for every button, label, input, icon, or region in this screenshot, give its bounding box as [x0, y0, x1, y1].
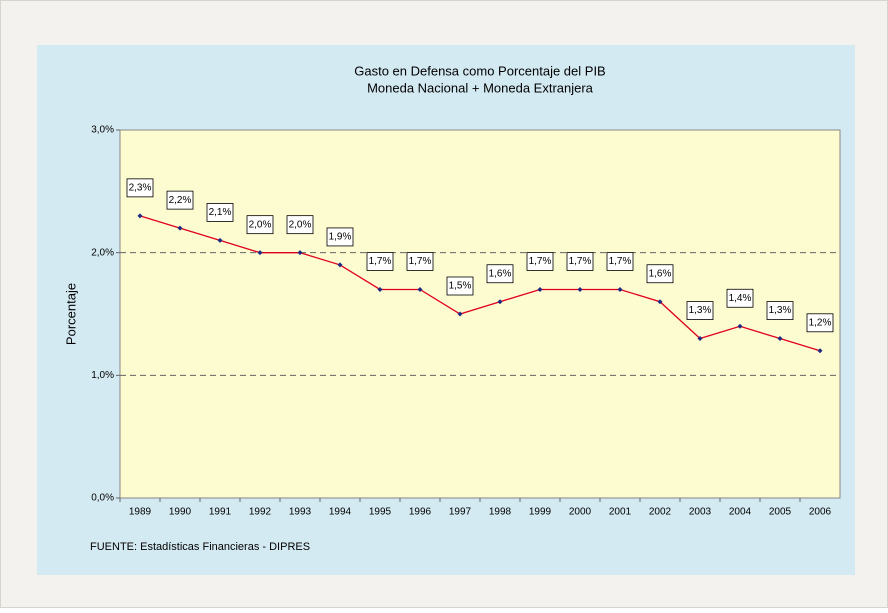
y-axis-label: Porcentaje: [63, 283, 78, 345]
x-tick-label: 2002: [649, 507, 672, 518]
data-label: 1,3%: [689, 305, 712, 316]
data-label-box: [326, 227, 354, 247]
data-point: [457, 311, 463, 317]
data-label-box: [806, 313, 834, 333]
x-tick-label: 2006: [809, 507, 832, 518]
y-tick-label: 3,0%: [91, 125, 114, 136]
x-tick-label: 1999: [529, 507, 552, 518]
data-label-box: [446, 276, 474, 296]
y-tick-label: 0,0%: [91, 493, 114, 504]
data-label: 1,4%: [729, 293, 752, 304]
data-label: 1,7%: [369, 256, 392, 267]
x-tick-label: 2004: [729, 507, 752, 518]
data-label: 1,2%: [809, 317, 832, 328]
data-point: [177, 225, 183, 231]
data-label: 1,7%: [569, 256, 592, 267]
data-label-box: [366, 252, 394, 271]
data-point: [417, 286, 423, 292]
data-label: 1,6%: [649, 268, 672, 279]
data-label: 2,3%: [129, 183, 152, 194]
x-tick-label: 1991: [209, 507, 232, 518]
x-tick-label: 1995: [369, 507, 392, 518]
x-tick-label: 1998: [489, 507, 512, 518]
data-label: 2,0%: [289, 219, 312, 230]
chart-subtitle: Moneda Nacional + Moneda Extranjera: [367, 80, 594, 95]
data-label: 1,9%: [329, 232, 352, 243]
data-label-box: [206, 202, 234, 222]
data-label-box: [526, 252, 554, 271]
data-point: [577, 286, 583, 292]
source-note: FUENTE: Estadísticas Financieras - DIPRE…: [90, 541, 310, 553]
data-point: [697, 336, 703, 342]
data-label: 1,7%: [609, 256, 632, 267]
data-label-box: [726, 288, 754, 308]
data-point: [337, 262, 343, 268]
x-tick-label: 1989: [129, 507, 152, 518]
data-point: [617, 286, 623, 292]
data-label: 1,6%: [489, 268, 512, 279]
data-label-box: [166, 190, 194, 210]
data-label-box: [486, 264, 514, 284]
data-label-box: [646, 264, 674, 284]
x-tick-label: 2003: [689, 507, 712, 518]
data-point: [217, 237, 223, 243]
data-label: 2,2%: [169, 195, 192, 206]
chart-title: Gasto en Defensa como Porcentaje del PIB: [354, 63, 605, 78]
data-label: 1,3%: [769, 305, 792, 316]
x-tick-label: 1993: [289, 507, 312, 518]
data-point: [497, 299, 503, 305]
data-label: 2,0%: [249, 219, 272, 230]
x-tick-label: 1992: [249, 507, 272, 518]
data-point: [737, 323, 743, 329]
x-tick-label: 1994: [329, 507, 352, 518]
data-label-box: [406, 252, 434, 271]
data-label-box: [286, 215, 314, 235]
x-tick-label: 2000: [569, 507, 592, 518]
data-label: 2,1%: [209, 207, 232, 218]
x-tick-label: 1990: [169, 507, 192, 518]
data-label-box: [246, 215, 274, 235]
data-point: [777, 336, 783, 342]
x-tick-label: 1996: [409, 507, 432, 518]
data-point: [257, 250, 263, 256]
data-point: [817, 348, 823, 354]
data-point: [657, 299, 663, 305]
y-tick-label: 1,0%: [91, 370, 114, 381]
y-tick-label: 2,0%: [91, 247, 114, 258]
data-label: 1,7%: [409, 256, 432, 267]
x-tick-label: 2001: [609, 507, 632, 518]
data-label-box: [126, 178, 154, 198]
data-point: [537, 286, 543, 292]
x-tick-label: 1997: [449, 507, 472, 518]
data-point: [297, 250, 303, 256]
plot-area: [119, 129, 841, 499]
data-label-box: [686, 301, 714, 320]
data-label-box: [566, 252, 594, 271]
data-label-box: [766, 301, 794, 320]
data-point: [137, 213, 143, 219]
data-label-box: [606, 252, 634, 271]
data-line: [139, 215, 821, 352]
x-tick-label: 2005: [769, 507, 792, 518]
data-label: 1,5%: [449, 281, 472, 292]
data-point: [377, 286, 383, 292]
data-label: 1,7%: [529, 256, 552, 267]
